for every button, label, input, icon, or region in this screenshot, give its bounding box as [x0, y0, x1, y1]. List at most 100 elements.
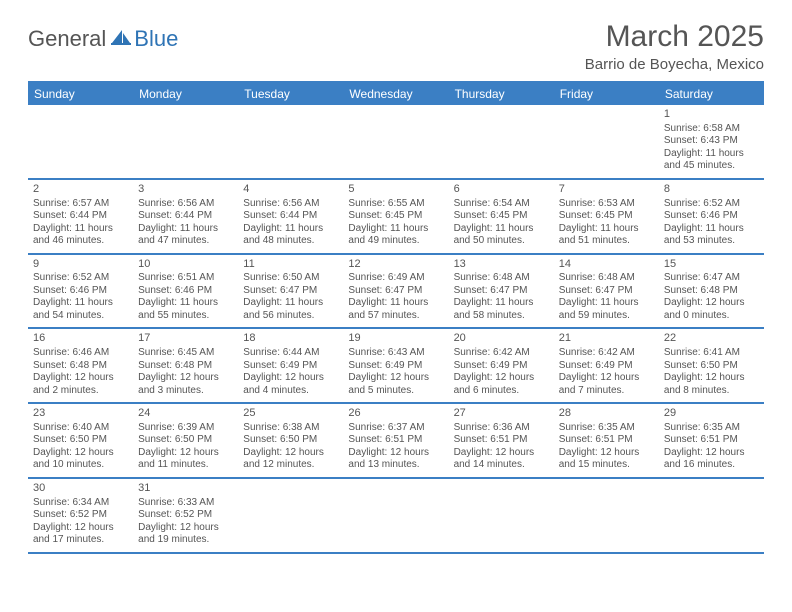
sunset-line: Sunset: 6:51 PM: [664, 434, 759, 447]
sunrise-line: Sunrise: 6:50 AM: [243, 272, 338, 285]
day-number: 30: [33, 482, 128, 496]
daylight-line: Daylight: 11 hours and 47 minutes.: [138, 223, 233, 248]
daylight-line: Daylight: 11 hours and 51 minutes.: [559, 223, 654, 248]
calendar-empty-cell: [449, 479, 554, 552]
sunrise-line: Sunrise: 6:44 AM: [243, 347, 338, 360]
daylight-line: Daylight: 12 hours and 17 minutes.: [33, 522, 128, 547]
daylight-line: Daylight: 12 hours and 2 minutes.: [33, 372, 128, 397]
calendar-day: 14Sunrise: 6:48 AMSunset: 6:47 PMDayligh…: [554, 255, 659, 328]
day-number: 11: [243, 258, 338, 272]
sunrise-line: Sunrise: 6:39 AM: [138, 422, 233, 435]
day-number: 15: [664, 258, 759, 272]
sunrise-line: Sunrise: 6:56 AM: [138, 198, 233, 211]
day-number: 25: [243, 407, 338, 421]
calendar-day: 3Sunrise: 6:56 AMSunset: 6:44 PMDaylight…: [133, 180, 238, 253]
sunrise-line: Sunrise: 6:36 AM: [454, 422, 549, 435]
sunrise-line: Sunrise: 6:49 AM: [348, 272, 443, 285]
sunset-line: Sunset: 6:43 PM: [664, 135, 759, 148]
sunrise-line: Sunrise: 6:42 AM: [454, 347, 549, 360]
calendar-day: 19Sunrise: 6:43 AMSunset: 6:49 PMDayligh…: [343, 329, 448, 402]
calendar-day: 7Sunrise: 6:53 AMSunset: 6:45 PMDaylight…: [554, 180, 659, 253]
daylight-line: Daylight: 12 hours and 7 minutes.: [559, 372, 654, 397]
daylight-line: Daylight: 12 hours and 14 minutes.: [454, 447, 549, 472]
day-number: 9: [33, 258, 128, 272]
calendar-day: 29Sunrise: 6:35 AMSunset: 6:51 PMDayligh…: [659, 404, 764, 477]
sunset-line: Sunset: 6:45 PM: [559, 210, 654, 223]
sunset-line: Sunset: 6:50 PM: [243, 434, 338, 447]
calendar-week: 2Sunrise: 6:57 AMSunset: 6:44 PMDaylight…: [28, 180, 764, 255]
daylight-line: Daylight: 11 hours and 53 minutes.: [664, 223, 759, 248]
calendar-day: 31Sunrise: 6:33 AMSunset: 6:52 PMDayligh…: [133, 479, 238, 552]
daylight-line: Daylight: 12 hours and 16 minutes.: [664, 447, 759, 472]
sunset-line: Sunset: 6:48 PM: [33, 360, 128, 373]
sunset-line: Sunset: 6:51 PM: [559, 434, 654, 447]
calendar-week: 23Sunrise: 6:40 AMSunset: 6:50 PMDayligh…: [28, 404, 764, 479]
sunrise-line: Sunrise: 6:52 AM: [33, 272, 128, 285]
calendar-day: 24Sunrise: 6:39 AMSunset: 6:50 PMDayligh…: [133, 404, 238, 477]
day-number: 6: [454, 183, 549, 197]
daylight-line: Daylight: 12 hours and 10 minutes.: [33, 447, 128, 472]
day-number: 5: [348, 183, 443, 197]
daylight-line: Daylight: 12 hours and 8 minutes.: [664, 372, 759, 397]
daylight-line: Daylight: 11 hours and 57 minutes.: [348, 297, 443, 322]
calendar-day: 8Sunrise: 6:52 AMSunset: 6:46 PMDaylight…: [659, 180, 764, 253]
calendar-empty-cell: [343, 479, 448, 552]
calendar-day: 28Sunrise: 6:35 AMSunset: 6:51 PMDayligh…: [554, 404, 659, 477]
day-header: Friday: [554, 83, 659, 105]
calendar-empty-cell: [554, 479, 659, 552]
sunset-line: Sunset: 6:47 PM: [243, 285, 338, 298]
day-number: 19: [348, 332, 443, 346]
sunrise-line: Sunrise: 6:48 AM: [454, 272, 549, 285]
page-subtitle: Barrio de Boyecha, Mexico: [585, 56, 764, 73]
daylight-line: Daylight: 11 hours and 59 minutes.: [559, 297, 654, 322]
sunset-line: Sunset: 6:49 PM: [454, 360, 549, 373]
sunrise-line: Sunrise: 6:52 AM: [664, 198, 759, 211]
sunset-line: Sunset: 6:47 PM: [559, 285, 654, 298]
calendar-empty-cell: [659, 479, 764, 552]
day-header: Saturday: [659, 83, 764, 105]
calendar-day: 6Sunrise: 6:54 AMSunset: 6:45 PMDaylight…: [449, 180, 554, 253]
day-header-row: SundayMondayTuesdayWednesdayThursdayFrid…: [28, 83, 764, 105]
sunrise-line: Sunrise: 6:37 AM: [348, 422, 443, 435]
day-number: 14: [559, 258, 654, 272]
calendar-empty-cell: [133, 105, 238, 178]
daylight-line: Daylight: 12 hours and 19 minutes.: [138, 522, 233, 547]
calendar-day: 11Sunrise: 6:50 AMSunset: 6:47 PMDayligh…: [238, 255, 343, 328]
sunset-line: Sunset: 6:48 PM: [138, 360, 233, 373]
calendar-day: 16Sunrise: 6:46 AMSunset: 6:48 PMDayligh…: [28, 329, 133, 402]
calendar-day: 26Sunrise: 6:37 AMSunset: 6:51 PMDayligh…: [343, 404, 448, 477]
sunrise-line: Sunrise: 6:47 AM: [664, 272, 759, 285]
daylight-line: Daylight: 12 hours and 3 minutes.: [138, 372, 233, 397]
day-number: 13: [454, 258, 549, 272]
daylight-line: Daylight: 12 hours and 12 minutes.: [243, 447, 338, 472]
calendar-day: 20Sunrise: 6:42 AMSunset: 6:49 PMDayligh…: [449, 329, 554, 402]
sunrise-line: Sunrise: 6:38 AM: [243, 422, 338, 435]
calendar-day: 21Sunrise: 6:42 AMSunset: 6:49 PMDayligh…: [554, 329, 659, 402]
day-number: 3: [138, 183, 233, 197]
sunrise-line: Sunrise: 6:34 AM: [33, 497, 128, 510]
sunset-line: Sunset: 6:52 PM: [33, 509, 128, 522]
page: General Blue March 2025 Barrio de Boyech…: [0, 0, 792, 574]
sunrise-line: Sunrise: 6:41 AM: [664, 347, 759, 360]
calendar-empty-cell: [238, 479, 343, 552]
calendar-week: 1Sunrise: 6:58 AMSunset: 6:43 PMDaylight…: [28, 105, 764, 180]
calendar-day: 5Sunrise: 6:55 AMSunset: 6:45 PMDaylight…: [343, 180, 448, 253]
daylight-line: Daylight: 11 hours and 49 minutes.: [348, 223, 443, 248]
daylight-line: Daylight: 11 hours and 54 minutes.: [33, 297, 128, 322]
day-number: 22: [664, 332, 759, 346]
day-number: 21: [559, 332, 654, 346]
logo-text-2: Blue: [134, 26, 178, 52]
sunrise-line: Sunrise: 6:35 AM: [559, 422, 654, 435]
sunrise-line: Sunrise: 6:35 AM: [664, 422, 759, 435]
calendar-day: 1Sunrise: 6:58 AMSunset: 6:43 PMDaylight…: [659, 105, 764, 178]
sunrise-line: Sunrise: 6:57 AM: [33, 198, 128, 211]
day-header: Monday: [133, 83, 238, 105]
calendar-week: 9Sunrise: 6:52 AMSunset: 6:46 PMDaylight…: [28, 255, 764, 330]
daylight-line: Daylight: 11 hours and 50 minutes.: [454, 223, 549, 248]
calendar-day: 12Sunrise: 6:49 AMSunset: 6:47 PMDayligh…: [343, 255, 448, 328]
daylight-line: Daylight: 12 hours and 11 minutes.: [138, 447, 233, 472]
calendar-day: 9Sunrise: 6:52 AMSunset: 6:46 PMDaylight…: [28, 255, 133, 328]
logo: General Blue: [28, 26, 178, 52]
day-number: 7: [559, 183, 654, 197]
sunset-line: Sunset: 6:49 PM: [348, 360, 443, 373]
